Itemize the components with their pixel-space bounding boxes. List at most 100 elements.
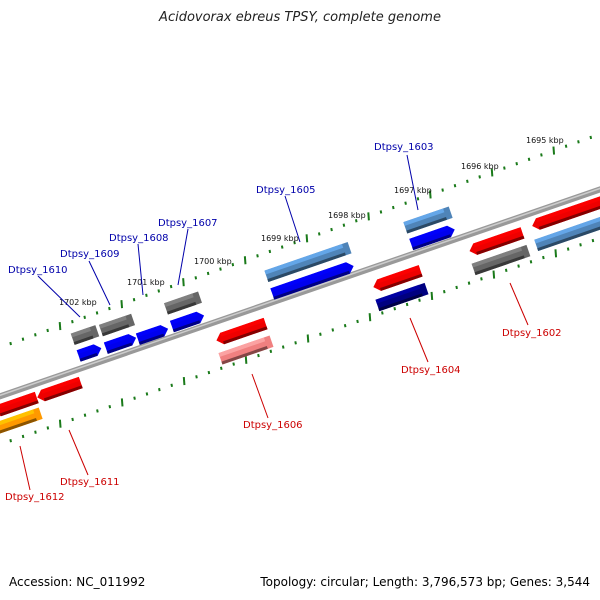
gene-highlight xyxy=(0,391,37,409)
minor-tick xyxy=(589,135,593,140)
gene-block-dtpsy-1605[interactable] xyxy=(270,260,355,300)
gene-highlight xyxy=(40,376,81,394)
minor-tick xyxy=(108,306,111,311)
gene-block-red-3[interactable] xyxy=(214,317,268,346)
scale-label: 1700 kbp xyxy=(194,257,232,266)
gene-highlight xyxy=(535,194,600,223)
gene-highlight xyxy=(220,317,265,337)
minor-tick xyxy=(95,311,99,315)
gene-block-red-4[interactable] xyxy=(0,391,39,418)
minor-tick xyxy=(480,277,483,281)
minor-tick xyxy=(108,404,112,409)
minor-tick xyxy=(268,249,272,254)
minor-tick xyxy=(21,434,25,439)
major-tick xyxy=(306,334,310,343)
gene-block-red-right[interactable] xyxy=(530,194,600,231)
major-tick xyxy=(182,278,185,287)
gene-label-dtpsy-1608[interactable]: Dtpsy_1608 xyxy=(109,233,169,244)
minor-tick xyxy=(257,353,260,358)
gene-label-dtpsy-1609[interactable]: Dtpsy_1609 xyxy=(60,249,120,260)
accession-text: Accession: NC_011992 xyxy=(9,575,146,589)
gene-highlight xyxy=(471,246,523,268)
minor-tick xyxy=(34,333,37,337)
minor-tick xyxy=(281,345,285,349)
gene-block-dtpsy-1610[interactable] xyxy=(76,342,104,362)
minor-tick xyxy=(564,144,568,148)
minor-tick xyxy=(466,179,469,183)
minor-tick xyxy=(280,245,284,249)
minor-tick xyxy=(455,285,458,290)
gene-label-dtpsy-1607[interactable]: Dtpsy_1607 xyxy=(158,218,218,229)
gene-label-dtpsy-1606[interactable]: Dtpsy_1606 xyxy=(243,420,303,431)
gene-label-dtpsy-1603[interactable]: Dtpsy_1603 xyxy=(374,142,434,153)
major-tick xyxy=(305,234,309,243)
minor-tick xyxy=(206,271,210,276)
minor-tick xyxy=(504,268,508,273)
gene-shadow xyxy=(474,255,525,276)
gene-shadow xyxy=(273,270,350,300)
genome-backbone xyxy=(0,186,600,400)
minor-tick xyxy=(331,328,335,332)
minor-tick xyxy=(441,188,444,192)
gene-block-dtpsy-1604[interactable] xyxy=(375,282,429,312)
gene-block-dtpsy-1607[interactable] xyxy=(169,310,206,333)
gene-highlight xyxy=(135,325,162,338)
minor-tick xyxy=(256,254,259,258)
gene-shadow xyxy=(380,273,423,291)
gene-block-steel-right[interactable] xyxy=(534,212,600,252)
minor-tick xyxy=(133,396,136,400)
major-tick xyxy=(430,291,434,300)
minor-tick xyxy=(342,223,346,227)
gene-label-dtpsy-1602[interactable]: Dtpsy_1602 xyxy=(502,328,562,339)
gene-block-dtpsy-1611[interactable] xyxy=(35,376,83,403)
gene-label-dtpsy-1605[interactable]: Dtpsy_1605 xyxy=(256,185,316,196)
major-tick xyxy=(120,300,124,309)
major-tick xyxy=(244,355,248,364)
minor-tick xyxy=(542,255,545,260)
gene-highlight xyxy=(534,214,600,244)
gene-block-red-2[interactable] xyxy=(371,265,423,293)
major-tick xyxy=(58,419,62,428)
minor-tick xyxy=(343,324,347,328)
gene-label-dtpsy-1610[interactable]: Dtpsy_1610 xyxy=(8,265,68,276)
major-tick xyxy=(367,212,370,221)
gene-label-dtpsy-1611[interactable]: Dtpsy_1611 xyxy=(60,477,120,488)
gene-label-dtpsy-1604[interactable]: Dtpsy_1604 xyxy=(401,365,461,376)
gene-highlight xyxy=(103,334,130,347)
gene-block-gray-1[interactable] xyxy=(164,291,202,315)
gene-block-dtpsy-1602[interactable] xyxy=(471,244,531,276)
minor-tick xyxy=(527,157,531,162)
gene-shadow xyxy=(172,320,201,333)
gene-shadow xyxy=(138,333,165,345)
minor-tick xyxy=(478,175,481,179)
gene-body xyxy=(409,225,455,251)
gene-block-gray-2[interactable] xyxy=(98,313,136,337)
minor-tick xyxy=(405,302,409,307)
minor-tick xyxy=(145,293,148,298)
gene-label-dtpsy-1612[interactable]: Dtpsy_1612 xyxy=(5,492,65,503)
gene-block-dtpsy-1603-upper[interactable] xyxy=(403,206,453,234)
gene-shadow xyxy=(106,342,133,354)
minor-tick xyxy=(517,264,520,268)
gene-block-dtpsy-1606[interactable] xyxy=(218,335,274,365)
gene-block-dtpsy-1603[interactable] xyxy=(409,224,456,251)
gene-block-dtpsy-1612[interactable] xyxy=(0,407,43,435)
gene-features xyxy=(0,194,600,435)
minor-tick xyxy=(158,387,161,392)
gene-block-dtpsy-1605-upper[interactable] xyxy=(264,241,352,283)
gene-body xyxy=(135,325,169,345)
minor-tick xyxy=(195,375,198,379)
minor-tick xyxy=(21,337,25,341)
gene-shadow xyxy=(0,417,37,435)
gene-block-gray-3[interactable] xyxy=(70,325,100,345)
gene-block-dtpsy-1609[interactable] xyxy=(103,332,138,354)
minor-tick xyxy=(579,243,582,247)
gene-block-dtpsy-1608[interactable] xyxy=(135,323,170,345)
minor-tick xyxy=(219,267,222,271)
gene-shadow xyxy=(412,234,452,251)
scale-label: 1702 kbp xyxy=(59,298,97,307)
gene-highlight xyxy=(169,311,198,325)
minor-tick xyxy=(232,362,235,366)
minor-tick xyxy=(379,210,383,214)
gene-block-red-1[interactable] xyxy=(468,227,525,257)
